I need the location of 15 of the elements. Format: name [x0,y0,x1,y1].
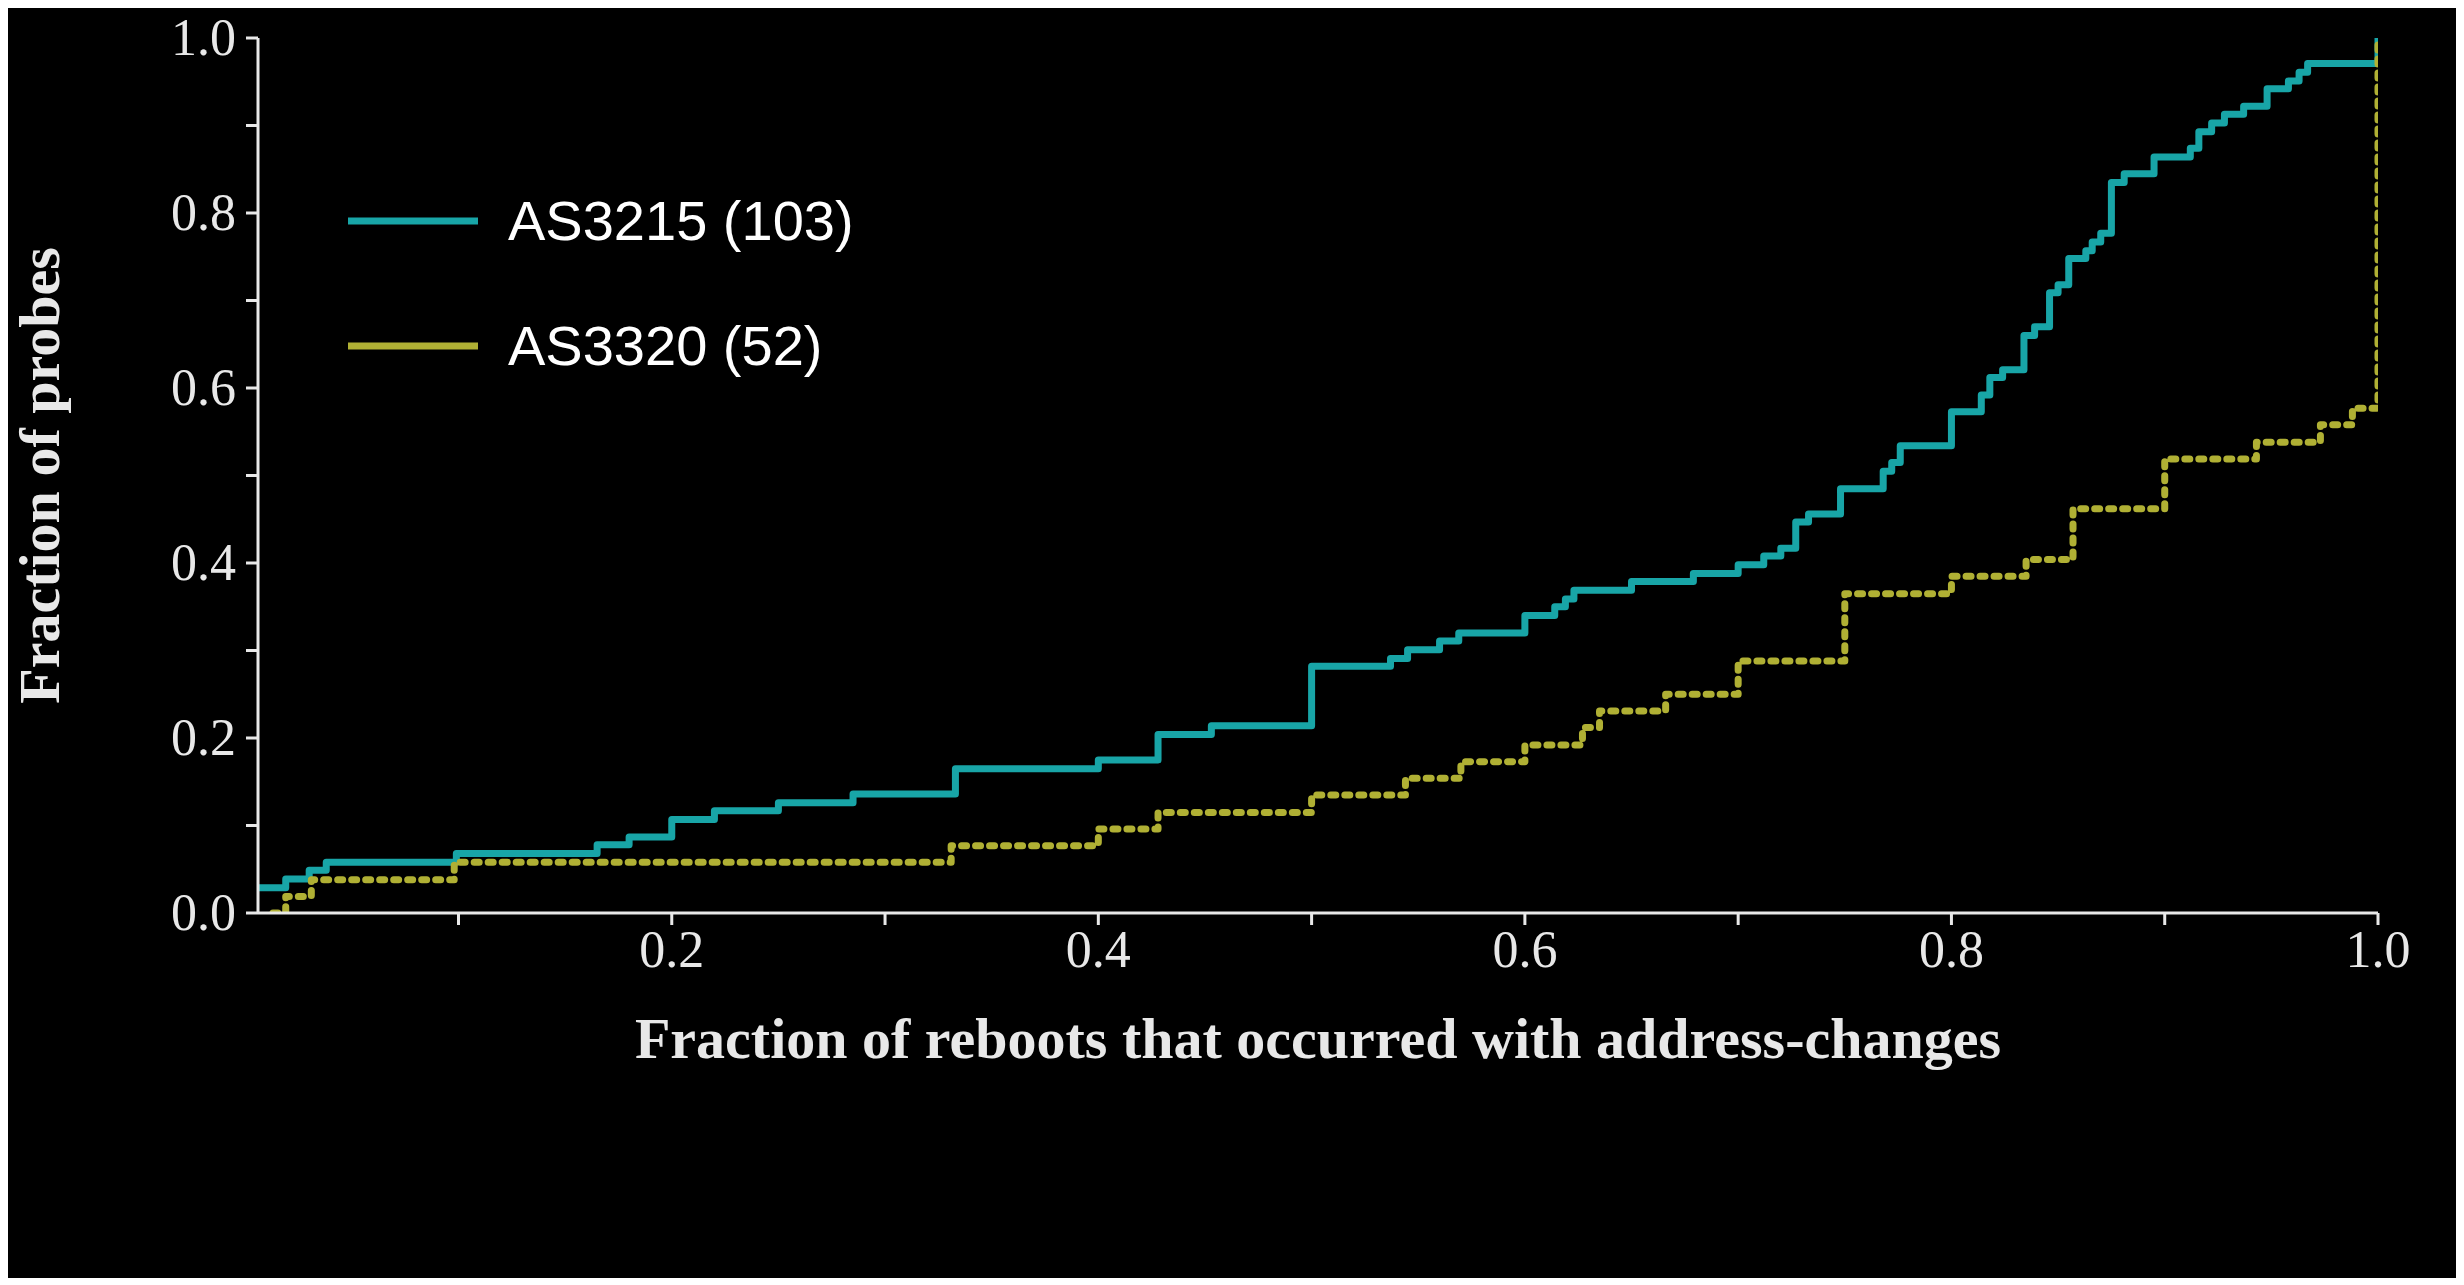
x-tick-label: 0.4 [1065,921,1131,978]
y-axis-title: Fraction of probes [6,247,72,704]
legend-label: AS3320 (52) [508,313,823,378]
x-tick-label: 0.6 [1492,921,1558,978]
legend-label: AS3215 (103) [508,188,854,253]
y-tick-label: 0.2 [171,709,236,766]
y-tick-label: 0.8 [171,184,236,241]
y-tick-label: 0.4 [171,534,236,591]
x-axis-title: Fraction of reboots that occurred with address-changes [634,1006,2002,1071]
y-tick-label: 0.6 [171,359,236,416]
y-tick-label: 0.0 [171,884,236,941]
x-tick-label: 0.2 [639,921,705,978]
x-tick-label: 1.0 [2345,921,2411,978]
x-tick-label: 0.8 [1918,921,1984,978]
y-tick-label: 1.0 [171,9,236,66]
